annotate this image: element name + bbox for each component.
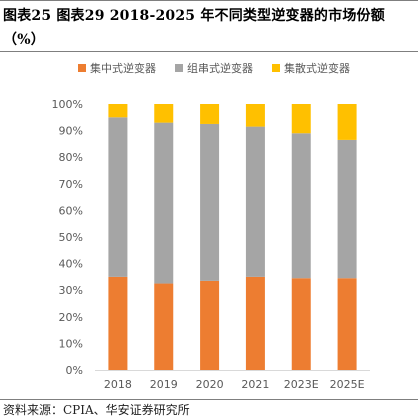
bar-segment bbox=[291, 133, 311, 279]
x-tick-label: 2020 bbox=[196, 378, 224, 391]
y-tick-label: 80% bbox=[59, 151, 83, 164]
y-tick-label: 90% bbox=[59, 125, 83, 138]
x-tick-label: 2021 bbox=[241, 378, 269, 391]
legend-swatch bbox=[78, 64, 86, 72]
bar-segment bbox=[291, 278, 311, 370]
x-tick-label: 2018 bbox=[104, 378, 132, 391]
stacked-bar-chart: 集中式逆变器 组串式逆变器 集散式逆变器 0% 10% 20% 30% 40% 50% 60% 7… bbox=[52, 61, 370, 391]
legend-label: 集散式逆变器 bbox=[284, 61, 350, 75]
y-tick-label: 10% bbox=[59, 337, 83, 350]
y-axis: 0% 10% 20% 30% 40% 50% 60% 70% 80% 90% 100% bbox=[52, 98, 83, 377]
bar-segment bbox=[154, 122, 174, 284]
y-tick-label: 40% bbox=[59, 258, 83, 271]
legend-label: 组串式逆变器 bbox=[187, 61, 253, 75]
source-divider bbox=[0, 399, 418, 400]
x-axis: 2018 2019 2020 2021 2023E 2025E bbox=[95, 370, 370, 391]
figure-source: 资料来源：CPIA、华安证券研究所 bbox=[3, 403, 190, 417]
y-tick-label: 100% bbox=[52, 98, 83, 111]
legend-swatch bbox=[272, 64, 280, 72]
x-tick-label: 2025E bbox=[330, 378, 365, 391]
y-tick-label: 50% bbox=[59, 231, 83, 244]
y-tick-label: 70% bbox=[59, 178, 83, 191]
y-tick-label: 20% bbox=[59, 311, 83, 324]
x-tick-label: 2019 bbox=[150, 378, 178, 391]
bar-segment bbox=[337, 104, 357, 140]
bar-segment bbox=[245, 104, 265, 127]
legend-swatch bbox=[175, 64, 183, 72]
bar-segment bbox=[108, 276, 128, 370]
bar-segment bbox=[291, 104, 311, 134]
bar-segment bbox=[154, 283, 174, 370]
title-divider bbox=[0, 51, 418, 52]
x-tick-label: 2023E bbox=[284, 378, 319, 391]
bar-segment bbox=[337, 139, 357, 279]
bars bbox=[108, 104, 357, 370]
bar-segment bbox=[200, 123, 220, 281]
figure-title: 图表25 图表29 2018-2025 年不同类型逆变器的市场份额（%） bbox=[3, 8, 385, 48]
top-border bbox=[0, 0, 418, 1]
bar-segment bbox=[108, 104, 128, 118]
y-tick-label: 0% bbox=[66, 364, 83, 377]
bar-segment bbox=[245, 276, 265, 370]
legend-label: 集中式逆变器 bbox=[90, 61, 156, 75]
bar-segment bbox=[108, 117, 128, 277]
bar-segment bbox=[200, 280, 220, 370]
chart-legend: 集中式逆变器 组串式逆变器 集散式逆变器 bbox=[78, 61, 350, 75]
y-tick-label: 30% bbox=[59, 284, 83, 297]
y-tick-label: 60% bbox=[59, 204, 83, 217]
bar-segment bbox=[154, 104, 174, 123]
bar-segment bbox=[200, 104, 220, 124]
bar-segment bbox=[337, 278, 357, 370]
bar-segment bbox=[245, 126, 265, 277]
